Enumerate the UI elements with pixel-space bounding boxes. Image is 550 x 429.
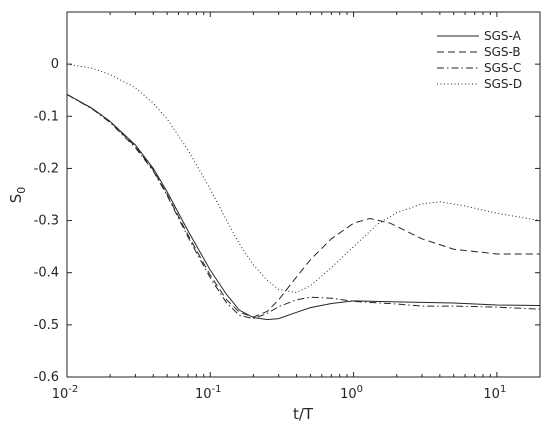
x-tick-label: 10-1 xyxy=(195,384,222,402)
legend-label: SGS-B xyxy=(484,45,521,59)
y-tick-label: -0.2 xyxy=(34,161,59,176)
legend-label: SGS-D xyxy=(484,77,522,91)
y-tick-label: -0.3 xyxy=(34,214,59,229)
series-layer xyxy=(66,63,541,321)
series-line-sgs-c xyxy=(66,93,541,320)
x-tick-label: 101 xyxy=(483,384,506,402)
x-tick-label: 100 xyxy=(340,384,363,402)
y-tick-label: -0.6 xyxy=(34,370,59,385)
series-line-sgs-d xyxy=(66,63,541,294)
y-axis-label: S0 xyxy=(7,187,28,204)
plot-area xyxy=(66,11,541,378)
legend: SGS-A SGS-B SGS-C SGS-D xyxy=(437,29,522,91)
y-axis: 0 -0.1 -0.2 -0.3 -0.4 -0.5 -0.6 xyxy=(34,57,540,385)
x-axis-label: t/T xyxy=(293,405,314,423)
series-line-sgs-b xyxy=(66,93,540,318)
y-tick-label: -0.5 xyxy=(34,318,59,333)
y-tick-label: -0.1 xyxy=(34,109,59,124)
y-axis-label-subscript: 0 xyxy=(15,187,28,194)
legend-label: SGS-C xyxy=(484,61,521,75)
x-tick-label: 10-2 xyxy=(52,384,79,402)
legend-label: SGS-A xyxy=(484,29,522,43)
y-tick-label: -0.4 xyxy=(34,266,59,281)
y-tick-label: 0 xyxy=(51,57,59,72)
x-axis: 10-2 10-1 100 101 xyxy=(52,12,541,402)
y-axis-label-main: S xyxy=(7,194,25,204)
